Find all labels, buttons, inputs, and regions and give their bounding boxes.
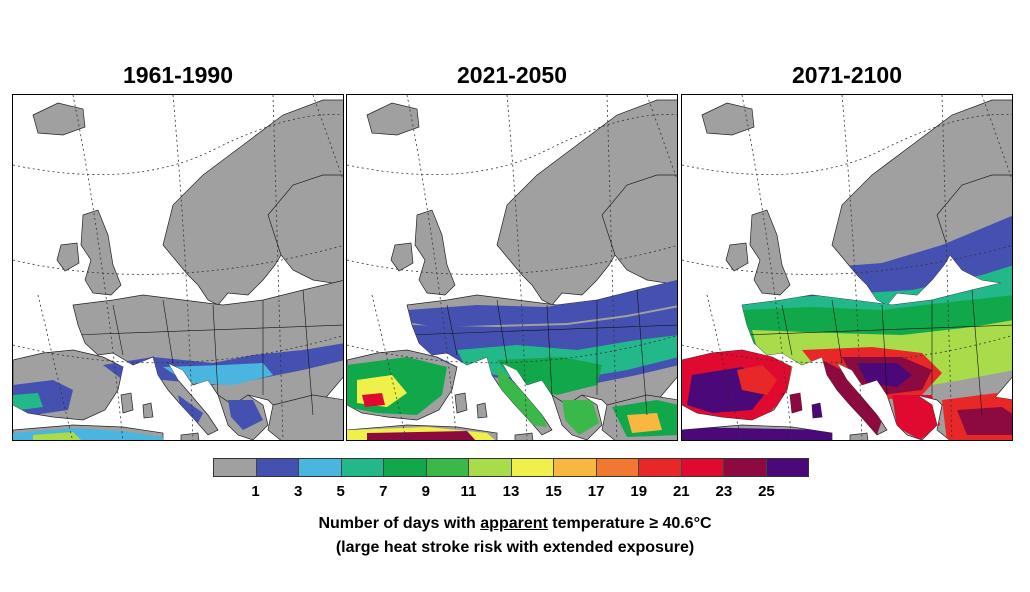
legend-swatch <box>426 459 469 476</box>
legend-tick-label: 17 <box>587 483 605 500</box>
heat-band <box>228 400 263 430</box>
legend-tick-label: 5 <box>336 483 345 500</box>
heat-band <box>857 363 912 387</box>
legend-swatch <box>724 459 767 476</box>
heat-band <box>103 343 343 385</box>
land-region <box>749 209 791 296</box>
legend-tick-label: 23 <box>715 483 733 500</box>
legend-tick-label: 11 <box>460 483 477 500</box>
land-region <box>849 432 869 440</box>
heat-band <box>627 413 662 433</box>
legend-swatch <box>384 459 427 476</box>
legend-swatch <box>469 459 512 476</box>
legend-swatch <box>554 459 597 476</box>
panel-title-1961-1990: 1961-1990 <box>123 62 233 88</box>
land-region <box>120 392 134 414</box>
heat-band <box>163 363 273 385</box>
land-region <box>56 242 80 272</box>
legend-tick-label: 21 <box>672 483 690 500</box>
land-region <box>414 209 456 296</box>
country-borders <box>72 289 343 416</box>
legend-caption-line-1: Number of days with apparent temperature… <box>0 515 1030 533</box>
heat-band <box>957 407 1012 435</box>
graticule <box>682 95 1012 440</box>
legend-tick-label: 1 <box>251 483 260 500</box>
land-region <box>476 402 488 419</box>
legend-swatch <box>256 459 299 476</box>
color-legend-bar <box>213 458 809 477</box>
heat-band <box>367 431 477 440</box>
heat-band <box>13 393 43 411</box>
graticule <box>13 95 343 440</box>
legend-swatch <box>341 459 384 476</box>
land-region <box>390 242 414 272</box>
heat-band <box>407 280 677 327</box>
land-region <box>601 174 677 286</box>
heat-band <box>682 427 832 440</box>
legend-caption-line-2: (large heat stroke risk with extended ex… <box>335 539 695 556</box>
europe-map <box>347 95 677 440</box>
legend-tick-label: 19 <box>630 483 648 500</box>
land-region <box>72 280 343 426</box>
legend-tick-label: 25 <box>758 483 775 500</box>
land-region <box>80 209 122 296</box>
heat-band <box>178 395 203 423</box>
legend-swatch <box>214 459 257 476</box>
panel-title-2071-2100: 2071-2100 <box>792 62 902 88</box>
legend-tick-label: 13 <box>502 483 520 500</box>
heat-band <box>33 432 83 440</box>
legend-tick-label: 9 <box>421 483 431 500</box>
heat-overlay <box>13 343 343 440</box>
legend-swatch <box>596 459 639 476</box>
land-region <box>267 394 343 440</box>
heat-band <box>892 395 940 440</box>
land-region <box>267 174 343 286</box>
graticule <box>347 95 677 440</box>
legend-tick-label: 7 <box>379 483 388 500</box>
land-region <box>701 102 755 136</box>
land-region <box>514 432 534 440</box>
heat-band <box>497 367 547 427</box>
caption-text-post: temperature ≥ 40.6°C <box>547 515 712 532</box>
heat-band <box>737 365 777 395</box>
land-region <box>454 392 468 414</box>
legend-tick-label: 3 <box>293 483 303 500</box>
legend-swatch <box>766 459 808 476</box>
europe-map <box>13 95 343 440</box>
land-region <box>725 242 749 272</box>
country-borders <box>406 289 677 416</box>
heat-band <box>822 360 882 435</box>
europe-map <box>682 95 1012 440</box>
legend-tick-label: 15 <box>545 483 562 500</box>
caption-text-underlined: apparent <box>480 515 548 532</box>
panel-title-2021-2050: 2021-2050 <box>457 62 567 88</box>
legend-swatch <box>299 459 342 476</box>
land-region <box>180 432 200 440</box>
heat-band <box>362 393 385 407</box>
legend-swatch <box>639 459 682 476</box>
map-panel-1961-1990 <box>12 94 344 441</box>
heat-band <box>562 400 599 435</box>
caption-text-pre: Number of days with <box>318 515 481 532</box>
legend-swatch <box>681 459 724 476</box>
land-region <box>32 102 86 136</box>
map-panel-2021-2050 <box>346 94 678 441</box>
map-panel-2071-2100 <box>681 94 1013 441</box>
land-region <box>366 102 420 136</box>
legend-swatch <box>511 459 554 476</box>
land-region <box>142 402 154 419</box>
